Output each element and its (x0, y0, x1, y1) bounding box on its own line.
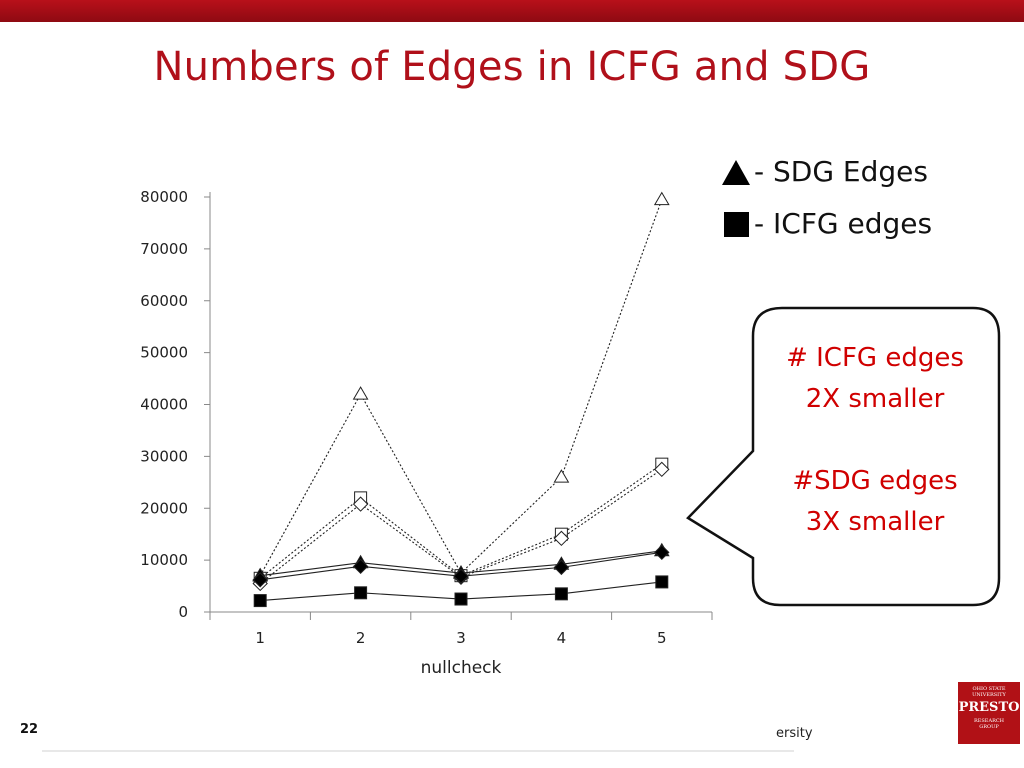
y-tick-label: 10000 (140, 551, 188, 569)
data-point-diamond (654, 461, 670, 478)
presto-logo: OHIO STATE UNIVERSITY PRESTO RESEARCH GR… (958, 682, 1020, 744)
callout-text: # ICFG edges 2X smaller #SDG edges 3X sm… (752, 338, 998, 543)
logo-bottom-line-1: RESEARCH (973, 718, 1005, 724)
callout-bubble (686, 306, 1001, 607)
logo-bottom-line-2: GROUP (979, 724, 999, 730)
data-point-square (354, 586, 368, 600)
y-tick-label: 30000 (140, 447, 188, 465)
page-number: 22 (20, 722, 39, 737)
footer-bar (42, 716, 794, 750)
x-tick-label: 3 (456, 629, 466, 647)
logo-top-line-1: OHIO STATE (972, 686, 1006, 692)
y-tick-label: 40000 (140, 396, 188, 414)
data-point-diamond (352, 558, 369, 575)
data-point-diamond (553, 559, 570, 576)
x-tick-label: 2 (356, 629, 366, 647)
logo-name: PRESTO (958, 700, 1020, 715)
x-tick-label: 4 (557, 629, 567, 647)
series-square-filled (253, 575, 669, 608)
line-chart: 0 10000 20000 30000 40000 50000 60000 70000 8000… (140, 188, 713, 678)
y-tick-label: 80000 (140, 188, 188, 206)
data-point-diamond (654, 544, 670, 561)
callout-line-2: 2X smaller (805, 384, 945, 414)
y-tick-label: 60000 (140, 292, 188, 310)
series-line-square-open (259, 463, 663, 579)
legend-item-icfg: - ICFG edges (722, 198, 932, 250)
data-point-square (655, 575, 669, 589)
footer-text: ersity (776, 726, 813, 741)
triangle-icon (722, 159, 750, 185)
callout-line-4: 3X smaller (805, 507, 945, 537)
data-point-diamond (553, 530, 570, 547)
slide-title: Numbers of Edges in ICFG and SDG (153, 44, 871, 90)
legend-label-icfg: - ICFG edges (754, 207, 933, 240)
data-point-square (554, 587, 568, 601)
chart-series (252, 191, 670, 608)
y-tick-label: 20000 (140, 499, 188, 517)
series-line-triangle-open (259, 199, 663, 576)
data-point-square (454, 592, 468, 606)
data-point-triangle (653, 191, 670, 206)
legend: - SDG Edges - ICFG edges (722, 146, 932, 250)
data-point-square (253, 594, 267, 608)
callout-line-1: # ICFG edges (786, 343, 964, 373)
data-point-triangle (553, 469, 570, 483)
y-tick-label: 50000 (140, 344, 188, 362)
data-point-diamond (352, 496, 369, 512)
logo-top-line-2: UNIVERSITY (972, 692, 1006, 698)
data-point-triangle (352, 386, 369, 400)
y-tick-label: 70000 (140, 240, 188, 258)
legend-label-sdg: - SDG Edges (754, 155, 928, 188)
legend-item-sdg: - SDG Edges (722, 146, 932, 198)
x-axis-title: nullcheck (421, 658, 502, 678)
chart-axes (204, 192, 712, 620)
chart-ticks: 0 10000 20000 30000 40000 50000 60000 70000 8000… (140, 188, 713, 647)
x-tick-label: 5 (657, 629, 667, 647)
y-tick-label: 0 (178, 603, 188, 621)
callout-line-3: #SDG edges (792, 466, 958, 496)
data-point-diamond (453, 568, 469, 584)
series-diamond-filled (252, 544, 670, 588)
data-point-diamond (252, 572, 268, 588)
x-tick-label: 1 (255, 629, 265, 647)
top-banner (0, 0, 1024, 22)
series-triangle-open (252, 191, 670, 582)
square-icon (724, 211, 749, 237)
